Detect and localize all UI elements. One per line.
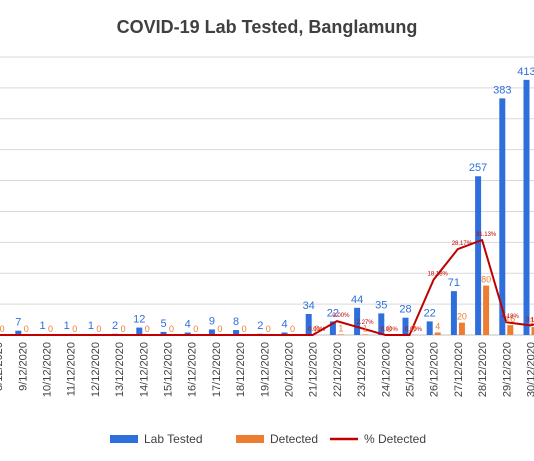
data-label-lab-tested: 2 (112, 320, 118, 332)
x-tick-label: 26/12/2020 (429, 342, 441, 397)
data-label-detected: 0 (217, 324, 222, 334)
legend-label-pct-detected: % Detected (364, 432, 426, 446)
data-label-pct-detected: 31.13% (476, 232, 497, 238)
x-tick-label: 8/12/2020 (0, 342, 5, 391)
data-label-detected: 0 (266, 324, 271, 334)
data-label-lab-tested: 44 (351, 294, 363, 306)
bar-detected (507, 325, 513, 335)
data-label-lab-tested: 1 (39, 320, 45, 332)
x-tick-label: 20/12/2020 (284, 342, 296, 397)
x-tick-label: 11/12/2020 (66, 342, 78, 396)
x-tick-label: 10/12/2020 (42, 342, 54, 397)
data-label-detected: 0 (121, 324, 126, 334)
x-tick-label: 17/12/2020 (211, 342, 223, 397)
legend-swatch-lab-tested (110, 435, 138, 443)
data-label-pct-detected: 2.27% (357, 320, 375, 326)
bar-lab-tested (427, 321, 433, 335)
data-label-pct-detected: 0.00% (381, 327, 399, 333)
data-label-lab-tested: 5 (160, 318, 166, 330)
x-tick-label: 18/12/2020 (235, 342, 247, 397)
x-tick-label: 23/12/2020 (356, 342, 368, 397)
bar-detected (435, 333, 441, 335)
x-tick-label: 13/12/2020 (114, 342, 126, 397)
x-tick-label: 22/12/2020 (332, 342, 344, 397)
data-label-lab-tested: 7 (15, 317, 21, 329)
data-label-detected: 0 (48, 324, 53, 334)
data-label-detected: 0 (24, 324, 29, 334)
x-tick-label: 21/12/2020 (308, 342, 320, 397)
data-label-lab-tested: 4 (281, 319, 287, 331)
bar-lab-tested (524, 80, 530, 335)
data-label-lab-tested: 413 (517, 66, 534, 78)
x-tick-label: 29/12/2020 (501, 342, 513, 397)
data-label-detected: 4 (435, 322, 440, 332)
data-label-detected: 1 (338, 323, 343, 333)
data-label-lab-tested: 9 (209, 315, 215, 327)
data-label-detected: 0 (96, 324, 101, 334)
bar-detected (483, 286, 489, 335)
data-label-detected: 0 (145, 324, 150, 334)
data-label-pct-detected: 3.15% (526, 317, 534, 323)
data-label-pct-detected: 0.00% (308, 327, 326, 333)
data-label-lab-tested: 34 (303, 300, 315, 312)
bar-detected (362, 334, 368, 335)
legend-label-detected: Detected (270, 432, 318, 446)
data-label-pct-detected: 0.00% (332, 313, 350, 319)
data-label-lab-tested: 1 (88, 320, 94, 332)
data-label-lab-tested: 1 (64, 320, 70, 332)
x-tick-label: 9/12/2020 (17, 342, 29, 391)
data-label-pct-detected: 18.18% (428, 272, 449, 278)
chart-title: COVID-19 Lab Tested, Banglamung (117, 17, 418, 37)
data-label-lab-tested: 71 (448, 277, 460, 289)
data-label-detected: 80 (481, 275, 491, 285)
x-tick-label: 12/12/2020 (90, 342, 102, 397)
x-tick-label: 24/12/2020 (380, 342, 392, 397)
data-label-pct-detected: 0.00% (405, 327, 423, 333)
data-label-detected: 0 (290, 324, 295, 334)
x-tick-label: 19/12/2020 (259, 342, 271, 397)
data-label-detected: 20 (457, 312, 467, 322)
data-label-lab-tested: 12 (133, 314, 145, 326)
data-label-lab-tested: 8 (233, 316, 239, 328)
data-label-detected: 0 (193, 324, 198, 334)
data-label-detected: 0 (72, 324, 77, 334)
data-label-lab-tested: 383 (493, 84, 511, 96)
data-label-lab-tested: 2 (257, 320, 263, 332)
bar-detected (459, 323, 465, 335)
data-label-pct-detected: 28.17% (452, 241, 473, 247)
data-label-lab-tested: 28 (399, 304, 411, 316)
data-label-detected: 0 (169, 324, 174, 334)
legend-label-lab-tested: Lab Tested (144, 432, 203, 446)
x-tick-label: 15/12/2020 (163, 342, 175, 397)
bar-lab-tested (475, 176, 481, 335)
x-tick-label: 30/12/2020 (526, 342, 534, 397)
data-label-lab-tested: 22 (424, 307, 436, 319)
data-label-detected: 0 (242, 324, 247, 334)
x-tick-label: 27/12/2020 (453, 342, 465, 397)
data-label-lab-tested: 35 (375, 299, 387, 311)
data-label-pct-detected: 4.18% (502, 314, 520, 320)
x-tick-label: 28/12/2020 (477, 342, 489, 397)
data-label-lab-tested: 257 (469, 162, 487, 174)
bar-detected (338, 334, 344, 335)
data-label-lab-tested: 4 (185, 319, 191, 331)
data-label-detected: 0 (0, 324, 5, 334)
x-tick-label: 16/12/2020 (187, 342, 199, 397)
x-tick-label: 14/12/2020 (138, 342, 150, 397)
x-tick-label: 25/12/2020 (405, 342, 417, 397)
legend-swatch-detected (236, 435, 264, 443)
bar-lab-tested (136, 328, 142, 335)
